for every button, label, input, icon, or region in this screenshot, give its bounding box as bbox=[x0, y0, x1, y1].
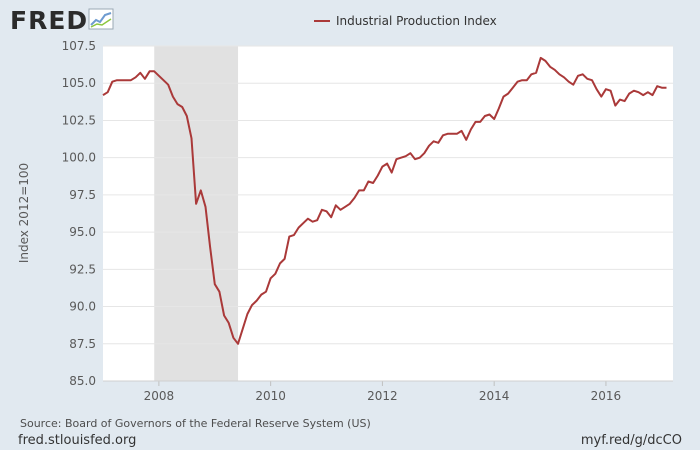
x-tick-label: 2014 bbox=[479, 389, 510, 403]
legend-label: Industrial Production Index bbox=[336, 14, 497, 28]
y-axis-title: Index 2012=100 bbox=[17, 163, 31, 263]
short-link[interactable]: myf.red/g/dcCO bbox=[581, 433, 682, 448]
legend: Industrial Production Index bbox=[314, 14, 497, 28]
y-tick-label: 87.5 bbox=[69, 337, 96, 351]
y-tick-label: 92.5 bbox=[69, 262, 96, 276]
x-axis-ticks: 2008 2010 2012 2014 2016 bbox=[144, 381, 622, 403]
line-chart-icon bbox=[88, 8, 114, 30]
series-line-industrial-production bbox=[102, 56, 667, 345]
x-tick-label: 2016 bbox=[591, 389, 622, 403]
y-tick-label: 95.0 bbox=[69, 225, 96, 239]
x-tick-label: 2010 bbox=[255, 389, 286, 403]
y-tick-label: 100.0 bbox=[62, 151, 96, 165]
y-tick-label: 102.5 bbox=[62, 113, 96, 127]
y-tick-label: 85.0 bbox=[69, 374, 96, 388]
site-link[interactable]: fred.stlouisfed.org bbox=[18, 433, 136, 448]
fred-logo[interactable]: FRED bbox=[10, 6, 114, 35]
source-note: Source: Board of Governors of the Federa… bbox=[20, 417, 371, 430]
x-tick-label: 2008 bbox=[144, 389, 175, 403]
gridlines bbox=[103, 45, 673, 345]
x-tick-label: 2012 bbox=[367, 389, 398, 403]
y-tick-label: 90.0 bbox=[69, 300, 96, 314]
recession-shading bbox=[154, 46, 239, 381]
logo-text: FRED bbox=[10, 6, 88, 35]
y-axis-ticks: 85.0 87.5 90.0 92.5 95.0 97.5 100.0 102.5 105.0 1… bbox=[62, 39, 96, 388]
y-tick-label: 97.5 bbox=[69, 188, 96, 202]
y-tick-label: 107.5 bbox=[62, 39, 96, 53]
y-tick-label: 105.0 bbox=[62, 76, 96, 90]
